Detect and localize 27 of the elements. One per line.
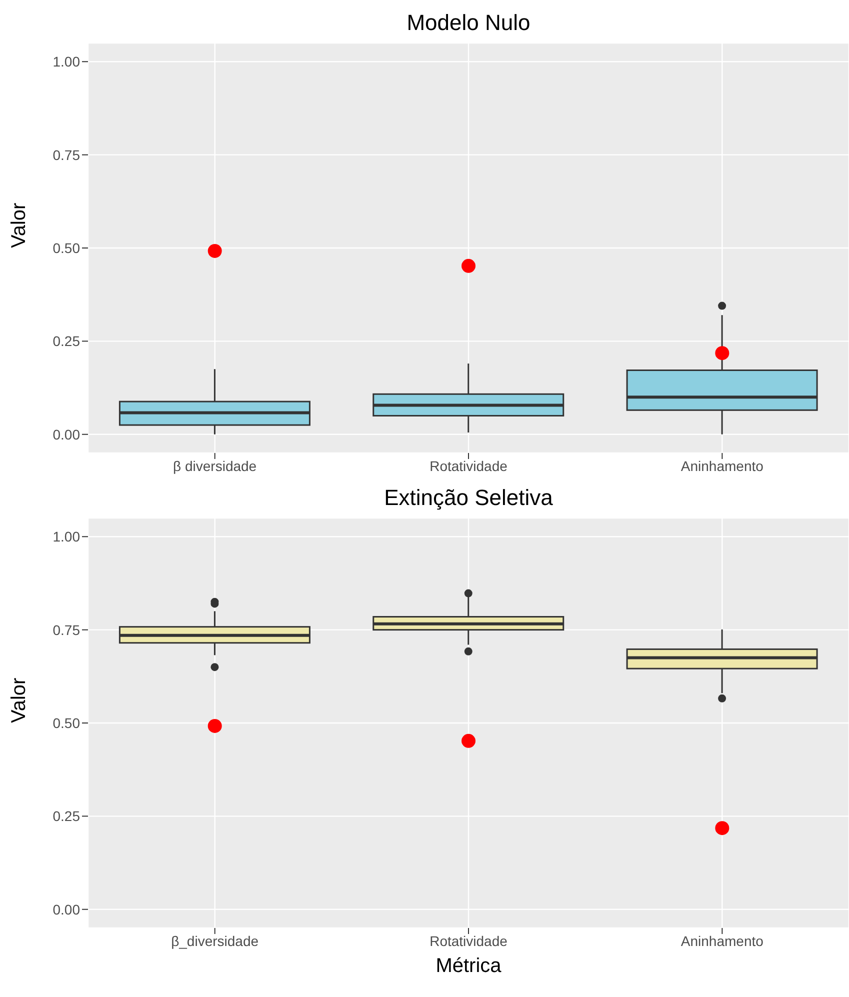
y-axis-title: Valor [8, 677, 30, 723]
point [208, 718, 222, 733]
point [462, 734, 476, 748]
x-tick-label: Rotatividade [430, 932, 508, 949]
x-tick-label: β_diversidade [171, 932, 259, 949]
chart-title: Extinção Seletiva [383, 484, 554, 512]
point [462, 258, 476, 273]
y-tick-label: 1.00 [52, 54, 80, 70]
x-tick-label: β diversidade [173, 458, 257, 474]
x-axis-title: Métrica [436, 955, 502, 978]
point [715, 346, 730, 360]
x-tick-label: Rotatividade [430, 458, 508, 474]
y-tick-label: 0.50 [52, 240, 80, 256]
y-tick-label: 0.00 [52, 901, 80, 918]
y-tick-label: 0.50 [52, 714, 80, 731]
x-tick-label: Aninhamento [680, 932, 764, 949]
y-tick-label: 0.25 [52, 333, 80, 350]
x-tick-label: Aninhamento [680, 458, 764, 474]
point [715, 821, 730, 836]
chart-title: Modelo Nulo [406, 9, 532, 37]
y-axis-title: Valor [8, 202, 30, 248]
y-tick-label: 0.25 [52, 808, 80, 824]
point [208, 244, 222, 258]
y-tick-label: 0.00 [52, 426, 80, 442]
y-tick-label: 0.75 [52, 146, 80, 163]
y-tick-label: 1.00 [52, 528, 80, 545]
y-tick-label: 0.75 [52, 622, 80, 638]
